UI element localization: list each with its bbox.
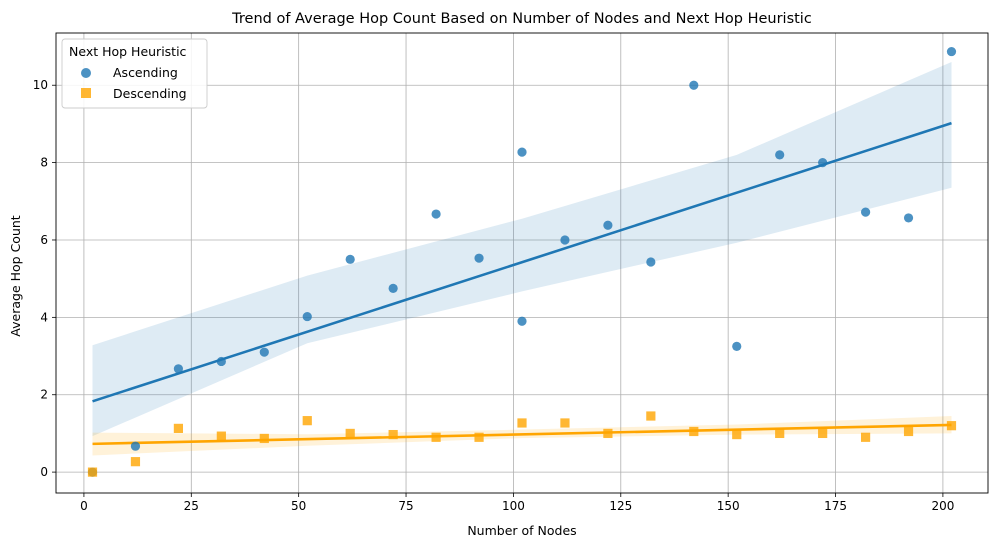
y-tick-label: 0	[40, 465, 48, 479]
point-ascending	[302, 311, 312, 322]
plot-frame	[55, 32, 989, 494]
point-descending	[603, 428, 613, 439]
y-tick-label: 6	[40, 233, 48, 247]
point-ascending	[216, 356, 226, 367]
point-ascending	[775, 150, 785, 160]
y-tick-label: 2	[40, 388, 48, 402]
point-ascending	[818, 158, 828, 168]
legend-label-descending: Descending	[113, 86, 187, 101]
point-ascending	[130, 441, 141, 451]
x-tick-label: 75	[398, 499, 413, 513]
point-descending	[474, 432, 484, 442]
point-ascending	[603, 220, 613, 230]
legend-label-ascending: Ascending	[113, 65, 178, 80]
point-ascending	[474, 253, 484, 263]
legend-marker-descending	[81, 88, 91, 98]
point-descending	[560, 418, 570, 428]
data-points	[87, 46, 957, 477]
x-tick-label: 200	[931, 499, 954, 513]
point-ascending	[860, 207, 871, 217]
point-ascending	[903, 213, 914, 223]
point-descending	[903, 426, 914, 437]
point-descending	[87, 467, 98, 477]
point-descending	[173, 423, 184, 433]
point-descending	[302, 416, 312, 426]
x-axis-label: Number of Nodes	[467, 523, 576, 538]
point-descending	[860, 432, 871, 442]
point-descending	[259, 433, 269, 444]
legend-box	[61, 38, 208, 109]
point-ascending	[431, 209, 441, 219]
legend-title: Next Hop Heuristic	[69, 44, 187, 59]
x-tick-label: 50	[291, 499, 306, 513]
point-ascending	[517, 316, 527, 326]
regression-line-descending	[92, 423, 952, 446]
axis-ticks: 0 25 50 75 100 125 150 175 200 0 2 4 6 8 10	[33, 78, 955, 513]
regression-lines	[92, 121, 952, 446]
point-descending	[517, 418, 527, 428]
point-descending	[431, 432, 441, 442]
confidence-band-descending	[92, 416, 952, 456]
point-descending	[345, 428, 355, 439]
x-tick-label: 25	[184, 499, 199, 513]
confidence-band-ascending	[92, 62, 952, 437]
point-descending	[388, 429, 398, 440]
x-tick-label: 125	[609, 499, 632, 513]
legend: Next Hop Heuristic Ascending Descending	[61, 38, 208, 109]
point-ascending	[259, 347, 269, 357]
point-descending	[946, 421, 957, 431]
regression-line-ascending	[92, 121, 952, 403]
point-ascending	[646, 257, 656, 267]
point-descending	[775, 428, 785, 439]
x-tick-label: 0	[80, 499, 88, 513]
point-ascending	[517, 147, 527, 157]
point-descending	[732, 429, 742, 440]
point-descending	[818, 428, 828, 439]
point-ascending	[946, 46, 957, 57]
y-axis-label: Average Hop Count	[8, 215, 23, 336]
point-ascending	[388, 283, 398, 293]
point-ascending	[345, 254, 355, 264]
chart-title: Trend of Average Hop Count Based on Numb…	[231, 11, 812, 27]
point-ascending	[173, 364, 184, 374]
legend-marker-ascending	[81, 68, 91, 78]
x-tick-label: 175	[824, 499, 847, 513]
point-descending	[689, 426, 699, 437]
point-descending	[130, 457, 141, 467]
x-tick-label: 100	[502, 499, 525, 513]
point-ascending	[560, 235, 570, 245]
y-tick-label: 8	[40, 156, 48, 170]
y-tick-label: 10	[33, 78, 48, 92]
point-ascending	[689, 80, 699, 90]
point-ascending	[732, 341, 742, 351]
confidence-bands	[92, 62, 952, 456]
point-descending	[216, 431, 226, 441]
y-tick-label: 4	[40, 310, 48, 324]
point-descending	[646, 411, 656, 421]
x-tick-label: 150	[717, 499, 740, 513]
